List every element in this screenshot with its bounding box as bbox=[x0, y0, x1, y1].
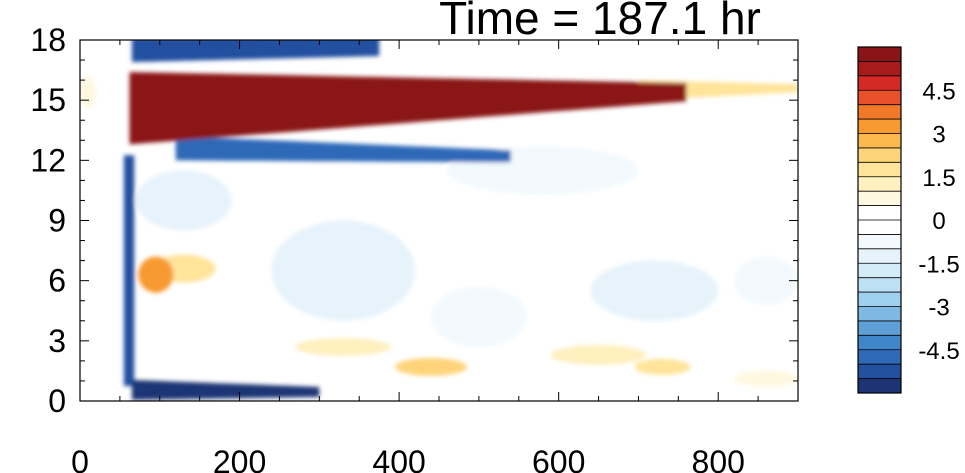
heatmap-blob-0 bbox=[734, 370, 798, 387]
colorbar: 4.5 3 1.5 0 -1.5 -3 -4.5 bbox=[857, 46, 960, 394]
colorbar-swatch bbox=[858, 292, 901, 307]
x-tick-label: 800 bbox=[692, 444, 745, 473]
colorbar-swatch bbox=[858, 306, 901, 322]
y-tick-label: 3 bbox=[48, 323, 66, 359]
colorbar-tick-label: 4.5 bbox=[922, 78, 955, 105]
colorbar-swatch bbox=[858, 119, 901, 134]
colorbar-swatch bbox=[858, 349, 901, 365]
colorbar-swatch bbox=[858, 61, 901, 77]
colorbar-tick-label: -4.5 bbox=[918, 338, 959, 365]
colorbar-tick-label: -3 bbox=[928, 295, 949, 322]
colorbar-swatch bbox=[858, 47, 901, 62]
colorbar-frame bbox=[857, 46, 902, 394]
heatmap-blob-3 bbox=[550, 344, 647, 365]
heatmap-blob-2 bbox=[431, 286, 527, 347]
colorbar-swatch bbox=[858, 364, 901, 379]
colorbar-tick-label: 0 bbox=[932, 208, 945, 235]
heatmap-blob-12 bbox=[634, 358, 691, 375]
colorbar-swatch bbox=[858, 162, 901, 178]
colorbar-swatch bbox=[858, 75, 901, 91]
x-tick-label: 600 bbox=[532, 444, 585, 473]
y-tick-label: 0 bbox=[48, 383, 66, 419]
heatmap-band-16 bbox=[131, 40, 380, 63]
colorbar-tick-label: -1.5 bbox=[918, 251, 959, 278]
colorbar-swatch bbox=[858, 191, 901, 206]
heatmap-blob-5 bbox=[734, 256, 798, 305]
y-tick-label: 6 bbox=[48, 263, 66, 299]
colorbar-swatch bbox=[858, 378, 901, 394]
x-tick-label: 0 bbox=[71, 444, 89, 473]
y-axis: 0 3 6 9 12 15 18 bbox=[30, 22, 798, 419]
plot-area: 0 200 400 600 800 0 3 6 9 12 15 18 bbox=[30, 22, 799, 473]
heatmap-blob-7 bbox=[271, 220, 416, 321]
heatmap-blob-6 bbox=[295, 337, 392, 356]
y-tick-label: 12 bbox=[30, 142, 66, 178]
heatmap-blob-14 bbox=[138, 256, 174, 293]
y-tick-label: 15 bbox=[30, 82, 66, 118]
colorbar-swatch bbox=[858, 248, 901, 264]
colorbar-swatch bbox=[858, 335, 901, 351]
colorbar-tick-label: 3 bbox=[932, 122, 945, 149]
colorbar-swatch bbox=[858, 176, 901, 192]
heatmap-blob-8 bbox=[135, 170, 232, 231]
x-axis: 0 200 400 600 800 bbox=[71, 40, 799, 473]
heatmap-band-18 bbox=[129, 72, 687, 145]
colorbar-swatch bbox=[858, 104, 901, 120]
heatmap-band-15 bbox=[175, 136, 511, 163]
colorbar-swatch bbox=[858, 90, 901, 105]
heatmap-blob-9 bbox=[590, 260, 719, 321]
colorbar-swatch bbox=[858, 220, 901, 235]
y-tick-label: 18 bbox=[30, 22, 66, 58]
heatmap-band-19 bbox=[131, 379, 320, 400]
colorbar-swatch bbox=[858, 320, 901, 336]
colorbar-swatch bbox=[858, 234, 901, 250]
colorbar-swatch bbox=[858, 277, 901, 293]
heatmap-blob-1 bbox=[80, 76, 96, 109]
heatmap-field bbox=[80, 40, 798, 400]
y-tick-label: 9 bbox=[48, 203, 66, 239]
x-tick-label: 400 bbox=[372, 444, 425, 473]
colorbar-swatch bbox=[858, 133, 901, 149]
colorbar-swatch bbox=[858, 147, 901, 163]
colorbar-swatch bbox=[858, 205, 901, 221]
colorbar-tick-label: 1.5 bbox=[922, 165, 955, 192]
chart-title: Time = 187.1 hr bbox=[439, 0, 761, 44]
x-tick-label: 200 bbox=[213, 444, 266, 473]
heatmap-band-17 bbox=[123, 155, 135, 386]
colorbar-swatch bbox=[858, 263, 901, 278]
heatmap-blob-13 bbox=[395, 357, 467, 376]
